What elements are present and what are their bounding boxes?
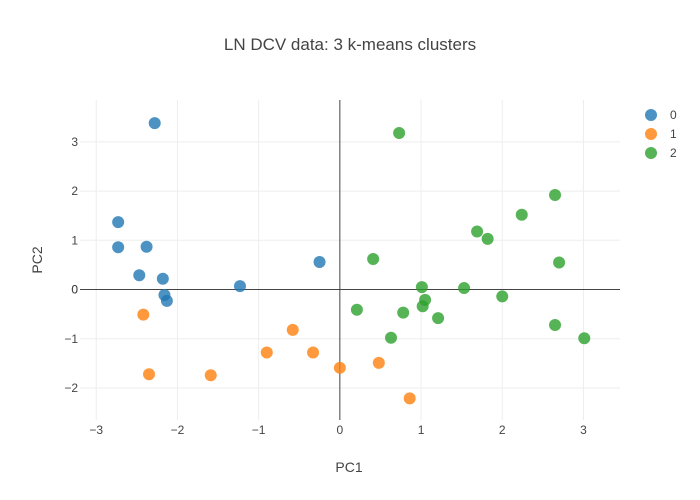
x-tick-label: 3 xyxy=(580,423,587,437)
data-point xyxy=(333,361,346,374)
data-point xyxy=(419,293,432,306)
data-point xyxy=(204,369,217,382)
x-tick-label: −3 xyxy=(89,423,103,437)
data-point xyxy=(553,256,566,269)
legend-marker-0 xyxy=(645,109,657,121)
data-point xyxy=(415,281,428,294)
y-tick-label: 1 xyxy=(71,233,78,247)
chart-title: LN DCV data: 3 k-means clusters xyxy=(224,35,476,54)
legend-marker-1 xyxy=(645,128,657,140)
x-tick-labels: −3 −2 −1 0 1 2 3 xyxy=(89,423,587,437)
series-1 xyxy=(137,308,416,405)
data-point xyxy=(385,331,398,344)
data-point xyxy=(496,290,509,303)
series-0 xyxy=(112,117,326,307)
data-point xyxy=(350,303,363,316)
data-point xyxy=(133,269,146,282)
data-point xyxy=(140,240,153,253)
series-2 xyxy=(350,126,591,345)
data-points xyxy=(112,117,591,405)
x-tick-label: 1 xyxy=(418,423,425,437)
x-tick-label: 0 xyxy=(337,423,344,437)
data-point xyxy=(260,346,273,359)
data-point xyxy=(549,189,562,202)
data-point xyxy=(143,368,156,381)
data-point xyxy=(233,280,246,293)
x-tick-label: −1 xyxy=(252,423,266,437)
data-point xyxy=(549,318,562,331)
legend-label-0: 0 xyxy=(670,108,677,122)
data-point xyxy=(367,253,380,266)
data-point xyxy=(313,255,326,268)
data-point xyxy=(286,323,299,336)
grid xyxy=(80,100,620,420)
data-point xyxy=(403,392,416,405)
data-point xyxy=(471,225,484,238)
data-point xyxy=(307,346,320,359)
y-tick-label: −1 xyxy=(64,332,78,346)
legend-label-2: 2 xyxy=(670,146,677,160)
x-tick-label: −2 xyxy=(171,423,185,437)
data-point xyxy=(432,312,445,325)
y-axis-title: PC2 xyxy=(29,246,45,273)
data-point xyxy=(148,117,161,130)
y-tick-label: 0 xyxy=(71,283,78,297)
legend-marker-2 xyxy=(645,147,657,159)
data-point xyxy=(372,356,385,369)
data-point xyxy=(137,308,150,321)
x-tick-label: 2 xyxy=(499,423,506,437)
data-point xyxy=(397,306,410,319)
data-point xyxy=(578,332,591,345)
data-point xyxy=(160,294,173,307)
y-tick-label: 2 xyxy=(71,184,78,198)
data-point xyxy=(393,126,406,139)
legend-label-1: 1 xyxy=(670,127,677,141)
x-axis-title: PC1 xyxy=(335,459,362,475)
data-point xyxy=(112,241,125,254)
y-tick-label: −2 xyxy=(64,381,78,395)
y-tick-label: 3 xyxy=(71,135,78,149)
legend: 0 1 2 xyxy=(645,108,677,160)
y-tick-label: 0 xyxy=(71,283,78,297)
data-point xyxy=(156,272,169,285)
data-point xyxy=(112,216,125,229)
data-point xyxy=(515,208,528,221)
data-point xyxy=(481,232,494,245)
data-point xyxy=(458,282,471,295)
